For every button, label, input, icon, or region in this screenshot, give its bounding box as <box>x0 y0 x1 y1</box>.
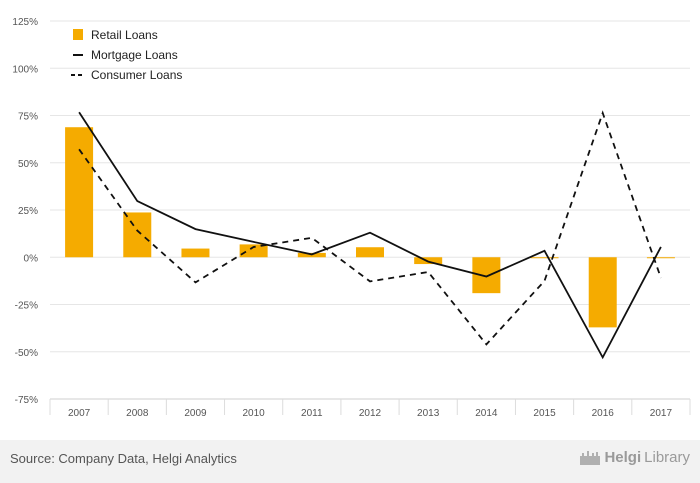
x-tick-label: 2016 <box>592 408 615 419</box>
legend: Retail Loans Mortgage Loans Consumer Loans <box>71 28 182 82</box>
y-tick-label: 100% <box>12 64 38 75</box>
y-tick-label: 50% <box>18 159 38 170</box>
bar-retail-2008 <box>123 212 152 258</box>
x-tick-label: 2014 <box>475 408 498 419</box>
bar-retail-2014 <box>472 257 501 294</box>
x-tick-label: 2015 <box>533 408 556 419</box>
x-tick-label: 2011 <box>301 408 323 419</box>
legend-label-retail: Retail Loans <box>91 28 158 42</box>
retail-loans-bars <box>65 127 675 328</box>
y-tick-label: -50% <box>15 348 38 359</box>
x-tick-label: 2010 <box>243 408 266 419</box>
mortgage-loans-line <box>78 111 662 360</box>
y-tick-label: 125% <box>12 17 38 28</box>
legend-label-consumer: Consumer Loans <box>91 68 182 82</box>
source-note: Source: Company Data, Helgi Analytics <box>10 451 237 466</box>
bar-retail-2009 <box>181 248 210 258</box>
legend-label-mortgage: Mortgage Loans <box>91 48 178 62</box>
building-icon <box>580 450 601 465</box>
consumer-loans-line <box>78 110 662 346</box>
y-tick-label: -25% <box>15 301 38 312</box>
line-series <box>78 110 662 360</box>
y-tick-label: 0% <box>24 253 39 264</box>
y-tick-label: -75% <box>15 395 38 406</box>
x-tick-label: 2007 <box>68 408 91 419</box>
x-tick-label: 2017 <box>650 408 673 419</box>
bar-retail-2016 <box>588 257 617 328</box>
footer: Source: Company Data, Helgi Analytics He… <box>0 440 700 483</box>
chart: 125% 100% 75% 50% 25% 0% -25% -50% -75% 2007 2008… <box>12 17 691 419</box>
x-tick-label: 2009 <box>184 408 207 419</box>
bar-retail-2010 <box>239 244 268 258</box>
y-tick-label: 75% <box>18 112 38 123</box>
bar-retail-2015 <box>530 257 559 259</box>
helgi-library-logo: Helgi Library <box>579 449 690 466</box>
x-tick-label: 2012 <box>359 408 382 419</box>
logo-suffix: Library <box>644 449 690 466</box>
bar-retail-2007 <box>65 127 94 258</box>
bar-retail-2012 <box>356 247 384 258</box>
x-tick-label: 2013 <box>417 408 440 419</box>
x-axis: 2007 2008 2009 2010 2011 2012 2013 2014 2015 2016… <box>49 398 691 419</box>
y-tick-label: 25% <box>18 206 38 217</box>
legend-swatch-retail <box>73 29 83 40</box>
bar-retail-2017 <box>646 257 675 259</box>
logo-prefix: Helgi <box>604 449 642 466</box>
x-tick-label: 2008 <box>126 408 149 419</box>
y-axis-labels: 125% 100% 75% 50% 25% 0% -25% -50% -75% <box>12 17 38 406</box>
